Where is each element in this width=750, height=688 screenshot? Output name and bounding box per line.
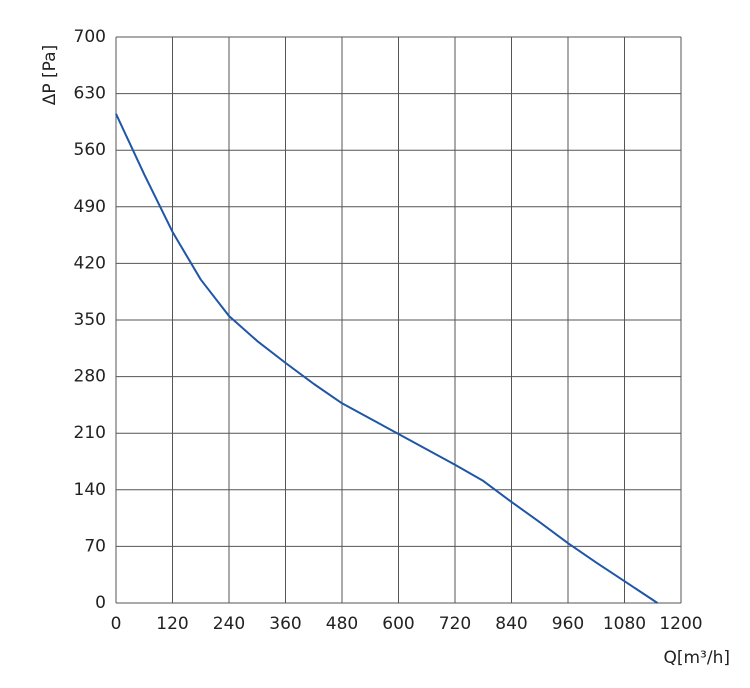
curve <box>115 113 659 604</box>
x-tick-label: 360 <box>269 614 301 634</box>
y-tick-label: 630 <box>74 84 106 104</box>
x-tick-label: 120 <box>156 614 188 634</box>
x-axis-label: Q[m³/h] <box>663 648 730 668</box>
y-tick-label: 560 <box>74 140 106 160</box>
x-tick-label: 1080 <box>603 614 646 634</box>
y-tick-label: 280 <box>74 367 106 387</box>
y-axis-label: ΔP [Pa] <box>40 45 60 105</box>
x-tick-label: 840 <box>495 614 527 634</box>
y-tick-label: 140 <box>74 480 106 500</box>
y-tick-label: 700 <box>74 27 106 47</box>
y-tick-label: 70 <box>84 536 106 556</box>
x-tick-label: 0 <box>111 614 122 634</box>
y-tick-label: 210 <box>74 423 106 443</box>
x-tick-label: 720 <box>439 614 471 634</box>
y-tick-label: 0 <box>95 593 106 613</box>
y-tick-label: 350 <box>74 310 106 330</box>
x-tick-label: 600 <box>382 614 414 634</box>
y-tick-label: 490 <box>74 197 106 217</box>
x-tick-label: 1200 <box>659 614 702 634</box>
x-tick-label: 960 <box>552 614 584 634</box>
x-tick-label: 480 <box>326 614 358 634</box>
x-tick-label: 240 <box>213 614 245 634</box>
y-tick-label: 420 <box>74 253 106 273</box>
